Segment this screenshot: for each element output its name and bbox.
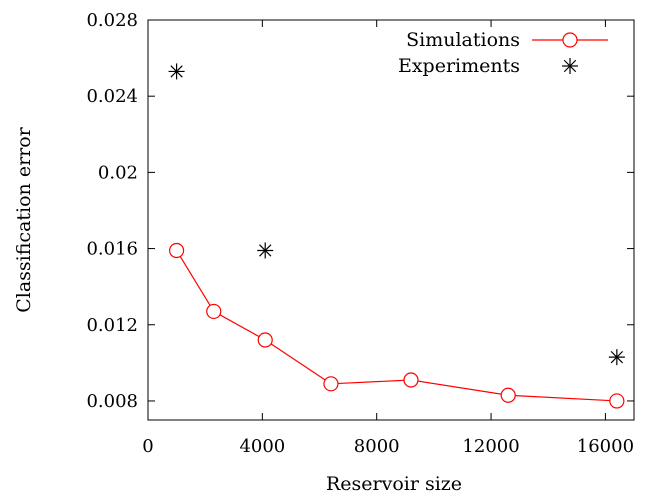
simulations-point [323,376,339,392]
legend: Simulations Experiments [398,29,608,77]
simulations-point [403,372,419,388]
legend-label: Simulations [406,29,520,51]
x-tick-label: 12000 [462,436,519,457]
y-tick-label: 0.012 [86,315,138,336]
experiments-point [257,242,274,259]
y-tick-label: 0.008 [86,391,138,412]
simulations-point [206,303,222,320]
legend-label: Experiments [398,55,520,77]
simulations-point [257,332,273,348]
series-layer [168,63,625,409]
legend-star-marker [562,58,578,74]
legend-circle-marker [562,32,578,48]
y-tick-label: 0.02 [98,162,138,183]
y-tick-label: 0.028 [86,10,138,31]
x-axis-label: Reservoir size [326,473,462,495]
simulations-point [609,393,625,409]
y-tick-label: 0.016 [86,239,138,260]
x-tick-label: 16000 [577,436,634,457]
x-tick-labels: 0 4000 8000 12000 16000 [142,436,634,457]
y-axis-label: Classification error [13,126,35,312]
experiments-point [608,349,625,366]
y-tick-labels: 0.008 0.012 0.016 0.02 0.024 0.028 [86,10,138,412]
simulations-point [500,387,516,403]
simulations-line [176,250,617,402]
x-tick-label: 4000 [239,436,285,457]
experiments-point [168,63,185,80]
x-tick-label: 8000 [354,436,400,457]
plot-frame [147,19,635,421]
y-tick-label: 0.024 [86,86,138,107]
x-tick-label: 0 [142,436,153,457]
simulations-point [168,242,185,259]
tick-marks [147,19,634,420]
